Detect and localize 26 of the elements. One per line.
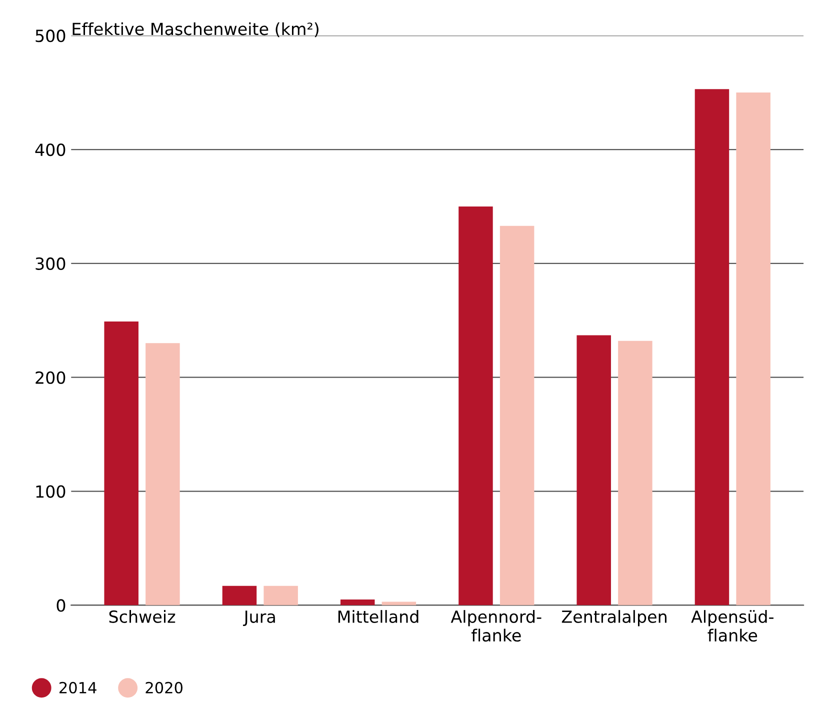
bar: [618, 340, 652, 606]
bar: [458, 206, 493, 606]
bar: [340, 600, 375, 606]
y-axis-title: Effektive Maschenweite (km²): [72, 22, 318, 38]
x-tick-label: Jura: [243, 610, 275, 626]
x-tick-label: Alpensüd- flanke: [691, 610, 774, 642]
bar: [222, 586, 257, 606]
bar: [694, 89, 730, 606]
bar: [576, 335, 611, 606]
bar: [500, 226, 534, 606]
x-tick-label: Alpennord- flanke: [450, 610, 542, 642]
bar: [736, 92, 770, 606]
y-tick-label: 400: [35, 143, 66, 156]
bar: [264, 586, 298, 606]
legend-label: 2020: [146, 682, 182, 694]
x-tick-label: Schweiz: [109, 610, 176, 623]
y-tick-label: 100: [36, 485, 66, 498]
bar: [104, 322, 138, 606]
y-tick-label: 0: [56, 599, 66, 612]
y-tick-label: 200: [36, 371, 66, 384]
x-tick-label: Zentralalpen: [562, 610, 666, 626]
x-tick-label: Mittelland: [338, 610, 418, 623]
bar: [146, 343, 180, 606]
y-tick-label: 300: [36, 257, 66, 270]
legend-label: 2014: [60, 682, 96, 694]
y-tick-label: 500: [36, 30, 66, 42]
